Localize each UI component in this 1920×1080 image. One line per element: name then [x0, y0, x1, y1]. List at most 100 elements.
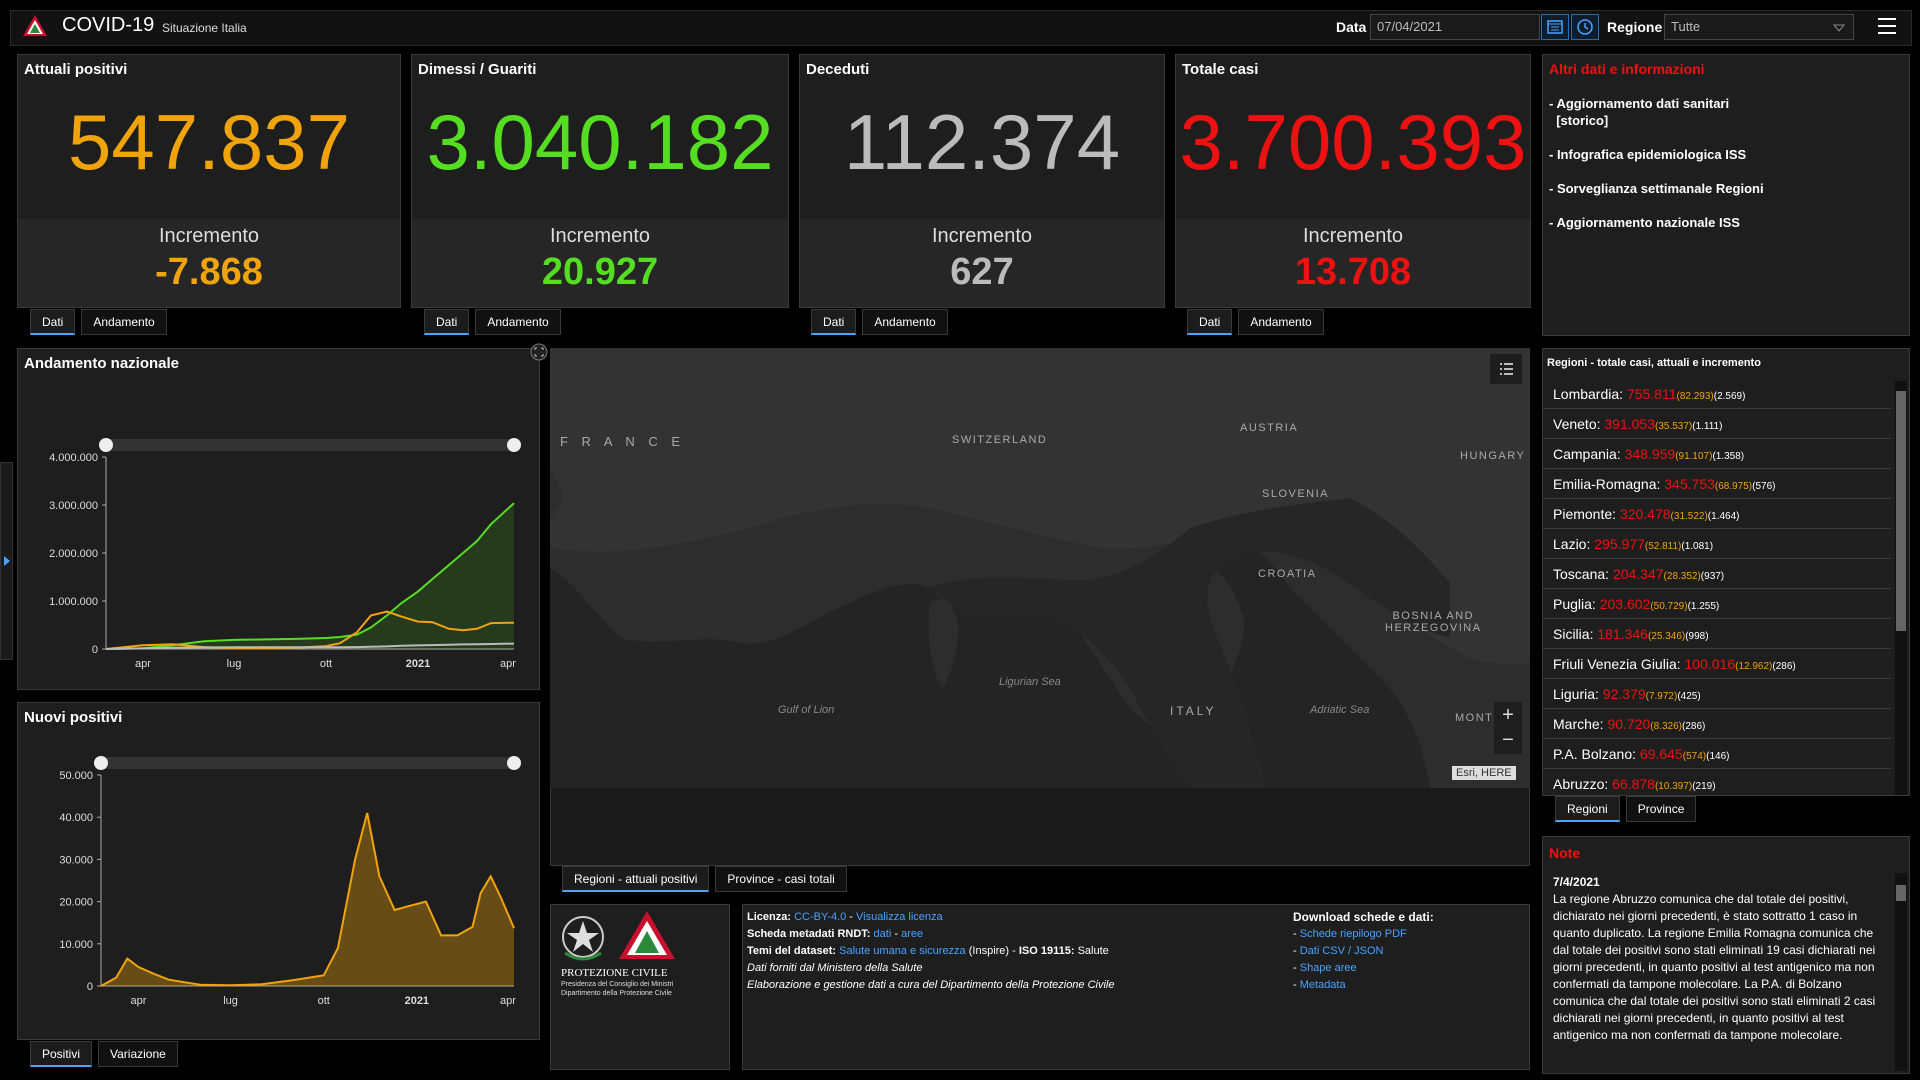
region-name: Friuli Venezia Giulia:	[1553, 656, 1681, 672]
license-link[interactable]: CC-BY-4.0	[794, 911, 847, 923]
rndt-aree-link[interactable]: aree	[901, 928, 924, 940]
region-row[interactable]: Abruzzo: 66.878(10.397)(219)	[1543, 769, 1891, 795]
scrollbar-thumb[interactable]	[1896, 885, 1906, 901]
info-link[interactable]: - Infografica epidemiologica ISS	[1549, 147, 1747, 162]
series-line	[105, 502, 515, 650]
tab-province[interactable]: Province	[1625, 796, 1697, 822]
note-scrollbar[interactable]	[1895, 873, 1907, 1071]
region-row[interactable]: Campania: 348.959(91.107)(1.358)	[1543, 439, 1891, 469]
tab-province-totali[interactable]: Province - casi totali	[715, 866, 847, 892]
region-name: Piemonte:	[1553, 506, 1617, 522]
note-text: La regione Abruzzo comunica che dal tota…	[1553, 892, 1876, 1042]
date-input[interactable]: 07/04/2021	[1370, 14, 1540, 40]
region-row[interactable]: Lazio: 295.977(52.811)(1.081)	[1543, 529, 1891, 559]
stat-increment-value: -7.868	[155, 251, 263, 293]
view-license-link[interactable]: Visualizza licenza	[856, 911, 943, 923]
tab-positivi[interactable]: Positivi	[30, 1041, 93, 1067]
region-name: P.A. Bolzano:	[1553, 746, 1637, 762]
region-active: (574)	[1682, 751, 1707, 762]
x-tick-label: lug	[227, 658, 242, 670]
regions-panel: Regioni - totale casi, attuali e increme…	[1542, 348, 1910, 796]
region-name: Liguria:	[1553, 686, 1599, 702]
map-label-hungary: HUNGARY	[1460, 450, 1526, 462]
zoom-in-button[interactable]: +	[1502, 704, 1514, 726]
tab-dati[interactable]: Dati	[30, 309, 76, 335]
calendar-button[interactable]	[1541, 14, 1569, 40]
regions-tabs: Regioni Province	[1555, 796, 1702, 822]
side-panel-handle[interactable]	[0, 462, 13, 660]
download-csv-link[interactable]: Dati CSV / JSON	[1299, 945, 1384, 957]
map-legend-button[interactable]	[1490, 354, 1522, 384]
region-name: Lazio:	[1553, 536, 1591, 552]
region-total: 92.379	[1602, 686, 1646, 702]
region-row[interactable]: Toscana: 204.347(28.352)(937)	[1543, 559, 1891, 589]
region-row[interactable]: Lombardia: 755.811(82.293)(2.569)	[1543, 379, 1891, 409]
tab-regioni[interactable]: Regioni	[1555, 796, 1620, 822]
app-subtitle: Situazione Italia	[162, 21, 247, 35]
region-increment: (286)	[1681, 721, 1706, 732]
region-increment: (1.358)	[1712, 451, 1745, 462]
region-total: 181.346	[1597, 626, 1648, 642]
range-slider-track	[106, 439, 514, 451]
map-sea-ligurian: Ligurian Sea	[999, 676, 1061, 688]
clock-button[interactable]	[1571, 14, 1599, 40]
region-increment: (286)	[1772, 661, 1796, 672]
stat-increment-label: Incremento	[1302, 225, 1404, 247]
region-row[interactable]: Friuli Venezia Giulia: 100.016(12.962)(2…	[1543, 649, 1891, 679]
region-row[interactable]: Veneto: 391.053(35.537)(1.111)	[1543, 409, 1891, 439]
download-pdf-link[interactable]: Schede riepilogo PDF	[1299, 928, 1407, 940]
scrollbar-thumb[interactable]	[1896, 391, 1906, 631]
tab-variazione[interactable]: Variazione	[98, 1041, 178, 1067]
regions-scrollbar[interactable]	[1895, 381, 1907, 795]
tab-dati[interactable]: Dati	[424, 309, 470, 335]
tab-andamento[interactable]: Andamento	[1238, 309, 1324, 335]
rndt-dati-link[interactable]: dati	[873, 928, 892, 940]
y-tick-label: 3.000.000	[49, 500, 98, 512]
range-slider-handle	[507, 438, 521, 452]
stat-value: 547.837	[68, 98, 350, 186]
map-sea-adriatic: Adriatic Sea	[1310, 704, 1370, 716]
region-name: Campania:	[1553, 446, 1621, 462]
calendar-icon	[1547, 20, 1563, 34]
chart-tabs: Positivi Variazione	[30, 1041, 184, 1067]
stat-value: 3.040.182	[426, 98, 774, 186]
map-label-italy: ITALY	[1170, 704, 1217, 718]
region-row[interactable]: Sicilia: 181.346(25.346)(998)	[1543, 619, 1891, 649]
series-area	[106, 503, 514, 649]
region-row[interactable]: Marche: 90.720(8.326)(286)	[1543, 709, 1891, 739]
tab-dati[interactable]: Dati	[811, 309, 857, 335]
tab-andamento[interactable]: Andamento	[475, 309, 561, 335]
region-row[interactable]: Puglia: 203.602(50.729)(1.255)	[1543, 589, 1891, 619]
info-title: Altri dati e informazioni	[1549, 61, 1705, 77]
region-select[interactable]: Tutte	[1664, 14, 1854, 40]
tab-regioni-attuali[interactable]: Regioni - attuali positivi	[562, 866, 710, 892]
download-metadata-link[interactable]: Metadata	[1299, 979, 1346, 991]
x-tick-label: ott	[320, 658, 332, 670]
hamburger-menu-button[interactable]	[1878, 18, 1896, 34]
download-shape-link[interactable]: Shape aree	[1299, 962, 1357, 974]
temi-rest: (Inspire) -	[965, 945, 1019, 957]
tab-andamento[interactable]: Andamento	[81, 309, 167, 335]
tab-dati[interactable]: Dati	[1187, 309, 1233, 335]
region-row[interactable]: Emilia-Romagna: 345.753(68.975)(576)	[1543, 469, 1891, 499]
zoom-controls: + −	[1494, 702, 1522, 754]
stat-lower	[1176, 219, 1530, 307]
temi-link[interactable]: Salute umana e sicurezza	[839, 945, 966, 957]
region-row[interactable]: Liguria: 92.379(7.972)(425)	[1543, 679, 1891, 709]
region-row[interactable]: Piemonte: 320.478(31.522)(1.464)	[1543, 499, 1891, 529]
expand-icon[interactable]	[530, 343, 548, 361]
stat-tabs-totale: Dati Andamento	[1187, 309, 1330, 335]
map-label-austria: AUSTRIA	[1240, 422, 1299, 434]
info-link[interactable]: - Aggiornamento nazionale ISS	[1549, 215, 1740, 230]
info-link[interactable]: - Sorveglianza settimanale Regioni	[1549, 181, 1764, 196]
zoom-out-button[interactable]: −	[1502, 729, 1514, 751]
region-row[interactable]: P.A. Bolzano: 69.645(574)(146)	[1543, 739, 1891, 769]
y-tick-label: 40.000	[59, 812, 93, 824]
tab-andamento[interactable]: Andamento	[862, 309, 948, 335]
info-link[interactable]: - Aggiornamento dati sanitari [storico]	[1549, 96, 1730, 128]
map-view[interactable]: F R A N C E SWITZERLAND AUSTRIA HUNGARY …	[550, 348, 1530, 788]
stat-tabs-guariti: Dati Andamento	[424, 309, 567, 335]
map-attribution[interactable]: Esri, HERE	[1452, 766, 1516, 780]
stat-title: Dimessi / Guariti	[418, 61, 537, 78]
stat-card-deceduti: Deceduti 112.374 Incremento 627	[799, 54, 1165, 308]
